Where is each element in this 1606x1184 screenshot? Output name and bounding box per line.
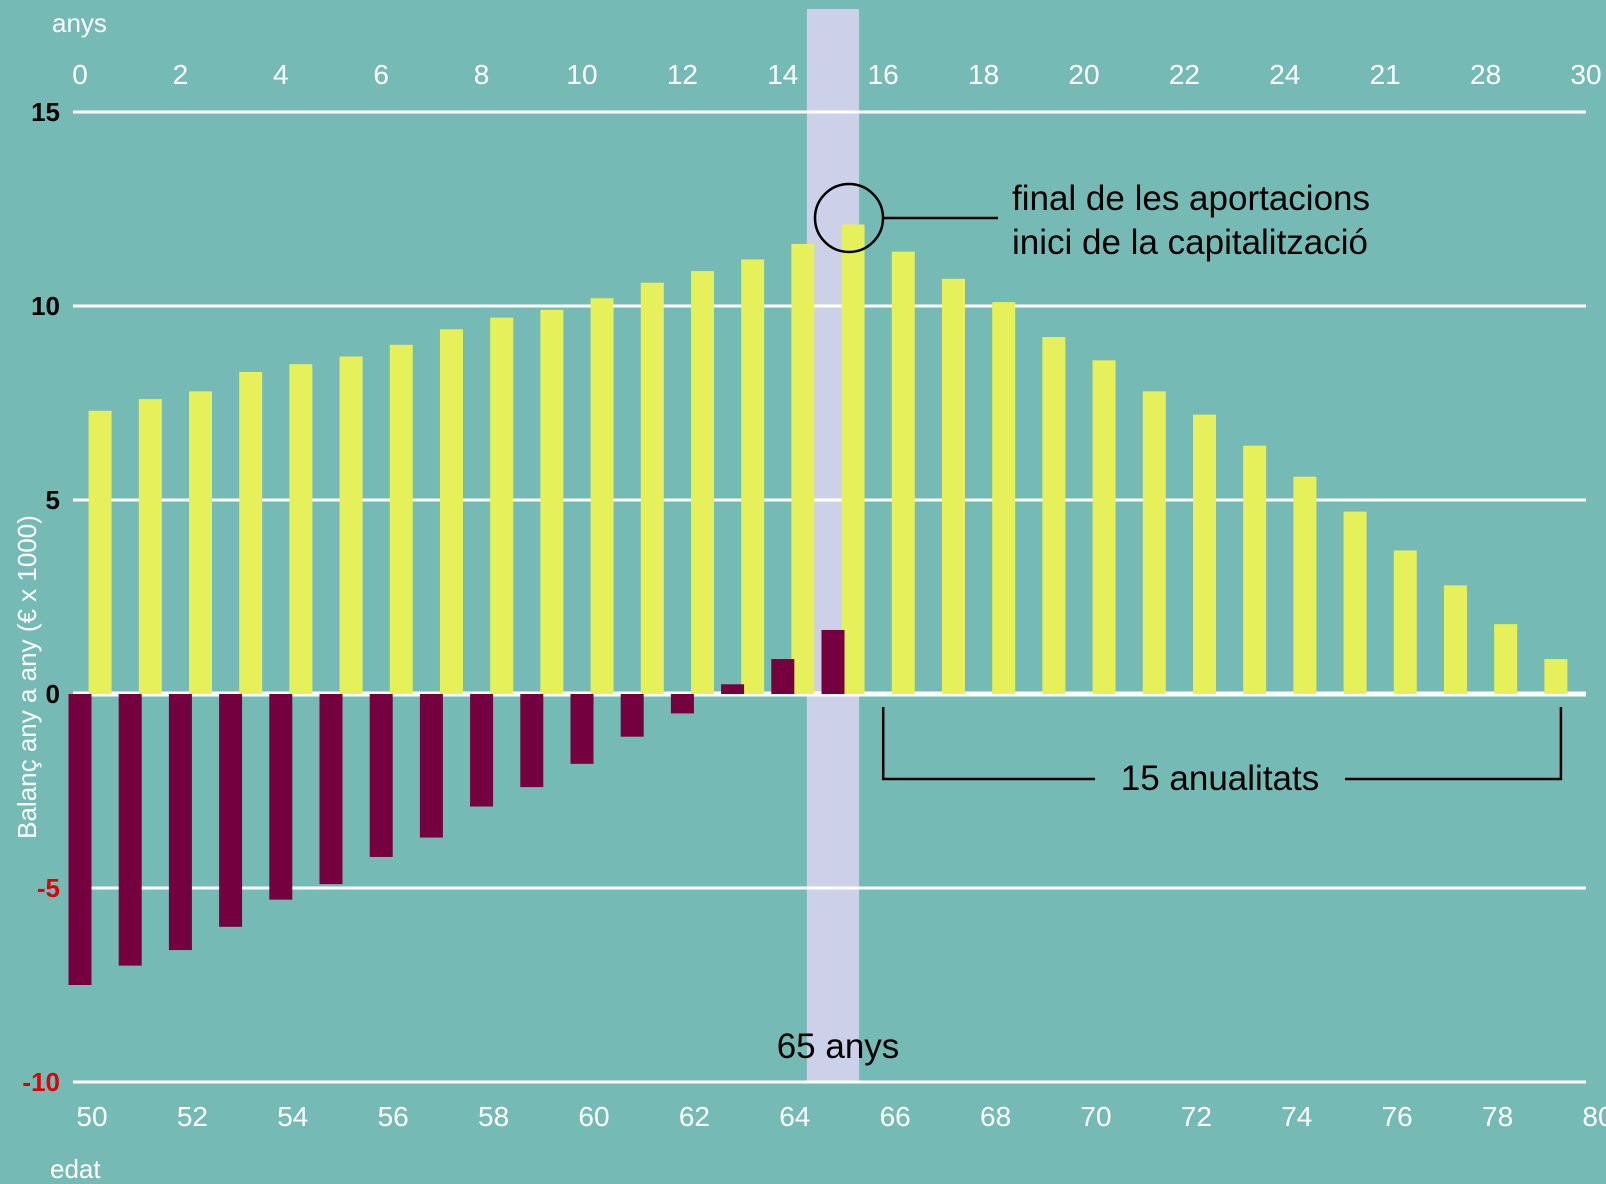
marker-label-line2: inici de la capitalització	[1012, 223, 1368, 262]
bottom-tick-label: 70	[1080, 1101, 1111, 1132]
top-tick-label: 2	[173, 59, 189, 90]
bottom-tick-label: 60	[578, 1101, 609, 1132]
bar-balance	[1343, 511, 1367, 694]
bar-balance	[941, 278, 965, 694]
bar-balance	[1494, 624, 1518, 694]
bar-balance	[1042, 337, 1066, 694]
top-tick-label: 0	[72, 59, 88, 90]
top-axis-label: anys	[52, 8, 107, 38]
bar-balance	[138, 399, 162, 694]
bottom-tick-label: 80	[1582, 1101, 1606, 1132]
top-tick-label: 30	[1570, 59, 1601, 90]
top-tick-label: 18	[968, 59, 999, 90]
bar-contribution	[570, 694, 594, 764]
bar-balance	[992, 302, 1016, 694]
bar-contribution	[118, 694, 142, 966]
y-tick-label: -5	[37, 873, 60, 903]
top-tick-label: 20	[1068, 59, 1099, 90]
y-axis-title: Balanç any a any (€ x 1000)	[12, 515, 42, 839]
top-tick-label: 24	[1269, 59, 1300, 90]
bottom-tick-label: 76	[1382, 1101, 1413, 1132]
bar-balance	[841, 224, 865, 694]
bar-balance	[640, 282, 664, 694]
top-tick-label: 14	[767, 59, 798, 90]
top-tick-label: 21	[1370, 59, 1401, 90]
bar-balance	[289, 364, 313, 694]
bar-balance	[791, 243, 815, 695]
retirement-marker-annotation: final de les aportacions inici de la cap…	[813, 179, 1370, 262]
bar-contribution	[219, 694, 243, 927]
annuities-bracket: 15 anualitats	[881, 707, 1563, 798]
bar-contribution	[269, 694, 293, 900]
bottom-tick-label: 52	[177, 1101, 208, 1132]
bar-balance	[1092, 360, 1116, 694]
bottom-tick-label: 58	[478, 1101, 509, 1132]
highlight-band-label: 65 anys	[777, 1027, 900, 1066]
bar-balance	[490, 317, 514, 694]
bottom-tick-label: 50	[76, 1101, 107, 1132]
bar-balance	[1192, 414, 1216, 694]
bar-contribution	[419, 694, 443, 838]
y-tick-label: 5	[46, 485, 60, 515]
top-tick-label: 10	[566, 59, 597, 90]
bar-balance	[891, 251, 915, 694]
y-tick-label: 10	[31, 291, 60, 321]
bar-balance	[690, 271, 714, 694]
bar-contribution	[821, 629, 845, 694]
bars	[68, 224, 1568, 985]
bottom-tick-label: 56	[378, 1101, 409, 1132]
top-tick-label: 22	[1169, 59, 1200, 90]
bar-balance	[1393, 550, 1417, 694]
bar-balance	[590, 298, 614, 694]
y-tick-label: 15	[31, 97, 60, 127]
bottom-tick-label: 54	[277, 1101, 308, 1132]
bar-balance	[1142, 391, 1166, 694]
bar-balance	[239, 371, 263, 694]
top-tick-label: 6	[373, 59, 389, 90]
bar-balance	[339, 356, 363, 694]
bar-balance	[1293, 476, 1317, 694]
bar-contribution	[68, 694, 92, 985]
bar-contribution	[620, 694, 644, 737]
top-tick-label: 16	[868, 59, 899, 90]
bar-contribution	[670, 694, 694, 714]
y-tick-label: -10	[22, 1067, 60, 1097]
bar-contribution	[771, 659, 795, 694]
bracket-label: 15 anualitats	[1121, 759, 1319, 798]
bar-balance	[188, 391, 212, 694]
bar-balance	[540, 309, 564, 694]
top-tick-label: 28	[1470, 59, 1501, 90]
top-tick-label: 4	[273, 59, 289, 90]
marker-label-line1: final de les aportacions	[1012, 179, 1370, 218]
bottom-tick-label: 72	[1181, 1101, 1212, 1132]
bar-balance	[439, 329, 463, 694]
bottom-tick-label: 66	[880, 1101, 911, 1132]
bar-balance	[389, 344, 413, 694]
bar-balance	[88, 410, 112, 694]
bottom-tick-label: 68	[980, 1101, 1011, 1132]
bar-contribution	[470, 694, 494, 807]
top-tick-label: 8	[474, 59, 490, 90]
bottom-tick-label: 62	[679, 1101, 710, 1132]
bracket-line	[881, 707, 1563, 781]
bar-balance	[1544, 659, 1568, 694]
bottom-tick-label: 74	[1281, 1101, 1312, 1132]
bar-contribution	[369, 694, 393, 857]
bar-balance	[741, 259, 765, 694]
bar-balance	[1443, 585, 1467, 694]
bottom-tick-label: 78	[1482, 1101, 1513, 1132]
bar-contribution	[520, 694, 544, 788]
bar-contribution	[319, 694, 343, 885]
bottom-axis-label: edat	[50, 1154, 101, 1184]
y-tick-label: 0	[46, 679, 60, 709]
bottom-tick-label: 64	[779, 1101, 810, 1132]
top-tick-label: 12	[667, 59, 698, 90]
bar-contribution	[168, 694, 192, 951]
bar-balance	[1243, 445, 1267, 694]
bar-contribution	[721, 684, 745, 694]
